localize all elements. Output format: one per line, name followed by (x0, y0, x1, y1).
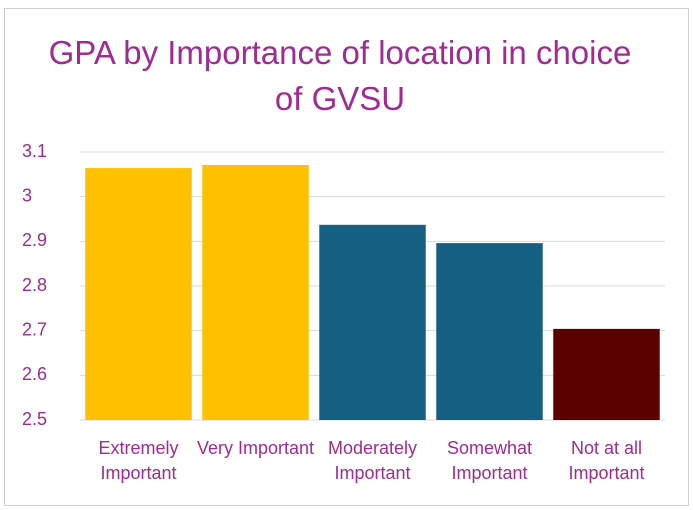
y-tick-label: 2.7 (22, 319, 47, 339)
x-tick-label: Extremely Important (98, 438, 179, 483)
y-tick-label: 3 (22, 185, 32, 205)
y-tick-label: 3.1 (22, 141, 47, 161)
x-tick-label: Somewhat Important (446, 438, 533, 483)
y-tick-label: 2.6 (22, 364, 47, 384)
y-tick-label: 2.8 (22, 275, 47, 295)
chart-border (4, 8, 689, 506)
bar (319, 224, 426, 420)
x-tick-label: Moderately Important (327, 438, 418, 483)
x-tick-label: Very Important (196, 438, 315, 458)
bar (553, 328, 660, 420)
y-tick-label: 2.5 (22, 409, 47, 429)
bar (202, 164, 309, 420)
bar (436, 243, 543, 420)
x-tick-label: Not at all Important (568, 438, 645, 483)
chart-title: GPA by Importance of location in choice … (48, 34, 632, 117)
bar (85, 168, 192, 420)
y-tick-label: 2.9 (22, 230, 47, 250)
